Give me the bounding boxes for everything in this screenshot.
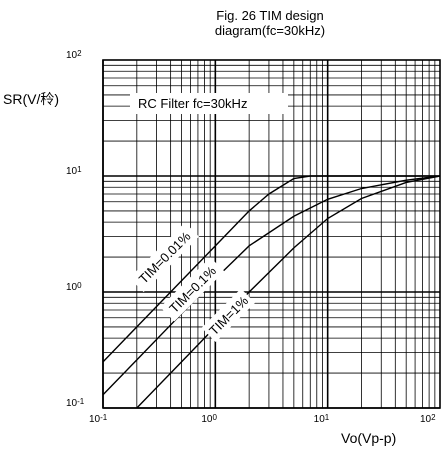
y-tick-label: 10-1 <box>66 397 85 410</box>
tick-exponent: -1 <box>100 413 108 422</box>
tick-base: 10 <box>66 282 78 293</box>
tick-exponent: 0 <box>77 281 82 290</box>
tick-exponent: 1 <box>77 165 82 174</box>
tick-base: 10 <box>420 414 432 425</box>
y-axis-label: SR(V/秢) <box>3 91 59 107</box>
series-line-1 <box>102 175 440 363</box>
x-tick-label: 100 <box>201 413 217 426</box>
annotation-background <box>130 93 288 114</box>
y-tick-label: 102 <box>66 49 82 62</box>
x-tick-label: 102 <box>420 413 436 426</box>
y-tick-label: 100 <box>66 281 82 294</box>
tick-exponent: 0 <box>212 413 217 422</box>
series-line-3 <box>136 175 441 409</box>
tick-exponent: 2 <box>431 413 436 422</box>
chart-title-line-1: Fig. 26 TIM design <box>216 8 324 23</box>
tick-exponent: 1 <box>324 413 330 422</box>
series-label-background <box>201 288 256 343</box>
tick-base: 10 <box>66 398 78 409</box>
tick-exponent: -1 <box>77 397 85 406</box>
series-label-background <box>129 222 200 293</box>
grid <box>102 60 440 409</box>
plot-frame <box>102 59 441 409</box>
tick-base: 10 <box>66 166 78 177</box>
annotation-text: RC Filter fc=30kHz <box>138 96 247 111</box>
tick-base: 10 <box>201 414 213 425</box>
series-label-background <box>160 257 225 322</box>
x-tick-label: 10-1 <box>89 413 108 426</box>
tick-base: 10 <box>66 50 78 61</box>
tick-base: 10 <box>313 414 325 425</box>
tick-base: 10 <box>89 414 101 425</box>
y-tick-label: 101 <box>66 165 82 178</box>
plot-background <box>103 60 440 408</box>
tick-exponent: 2 <box>77 49 82 58</box>
x-tick-label: 101 <box>313 413 330 426</box>
x-axis-label: Vo(Vp-p) <box>341 430 397 446</box>
chart-title-line-2: diagram(fc=30kHz) <box>214 23 326 38</box>
series-line-2 <box>102 175 441 396</box>
series-layer <box>102 175 441 409</box>
